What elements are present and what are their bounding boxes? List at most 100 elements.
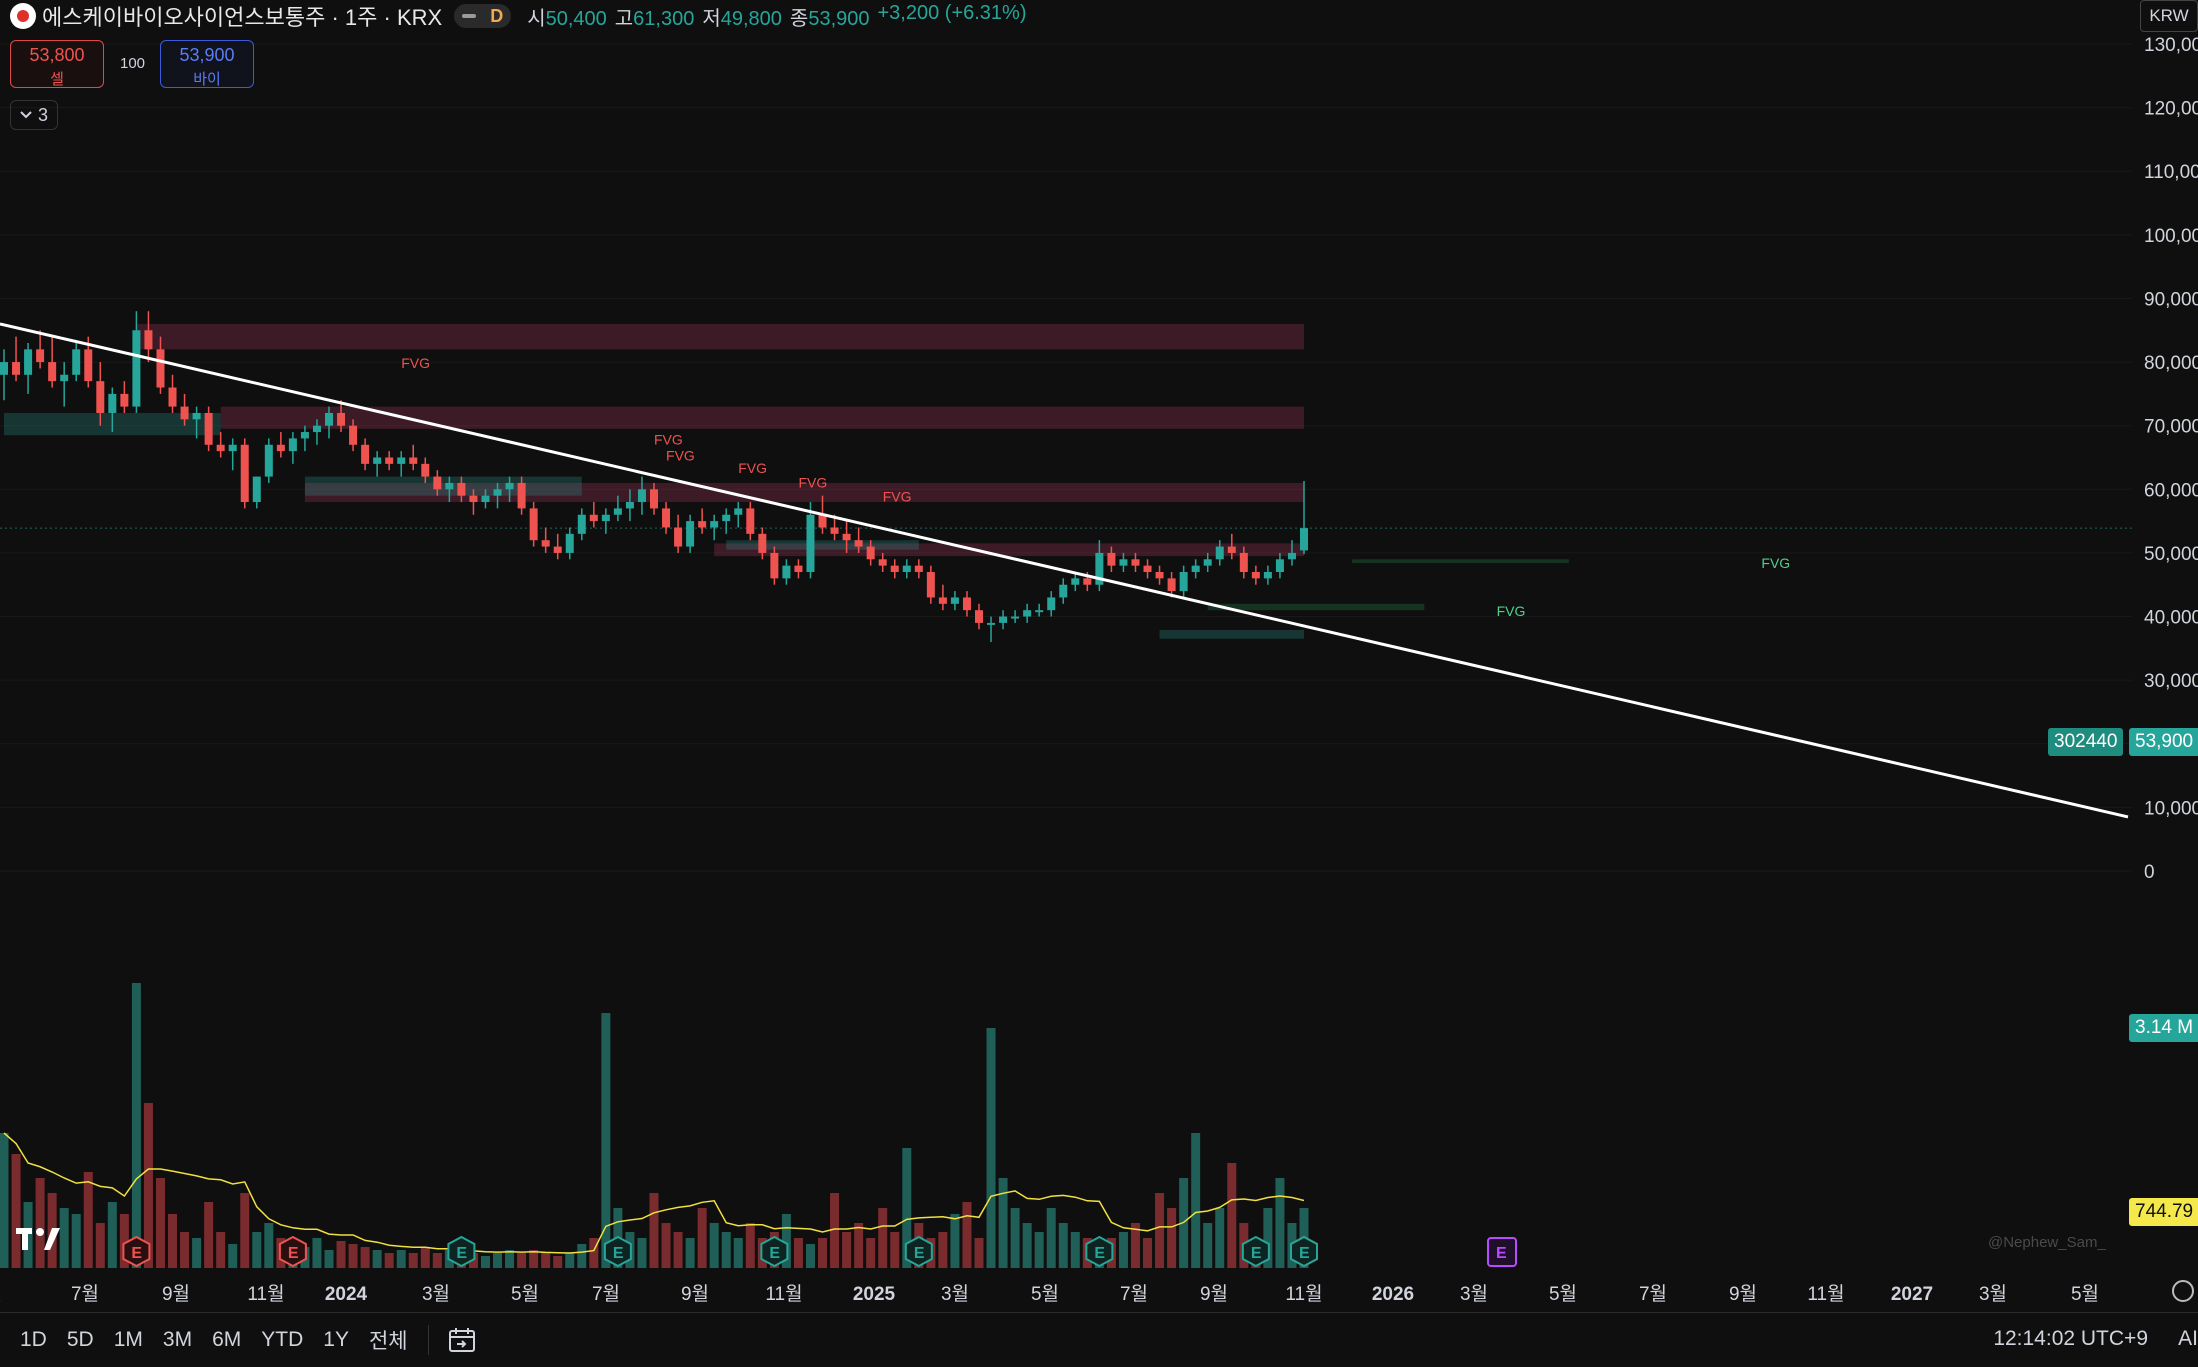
candle-body: [794, 565, 803, 573]
range-6m[interactable]: 6M: [212, 1328, 242, 1351]
volume-bar: [228, 1244, 238, 1268]
indicators-toggle[interactable]: 3: [10, 100, 58, 130]
candle-body: [1239, 552, 1248, 573]
volume-bar: [950, 1214, 960, 1268]
time-tick-label: 9월: [1729, 1283, 1757, 1305]
volume-bar: [1034, 1232, 1044, 1268]
fvg-zone: [304, 476, 582, 496]
range-3m[interactable]: 3M: [162, 1328, 193, 1351]
candle-body: [240, 444, 249, 503]
volume-bar: [986, 1028, 996, 1268]
volume-bar: [866, 1238, 876, 1268]
volume-bar: [1155, 1193, 1165, 1268]
candle-body: [252, 476, 261, 503]
candle-body: [108, 393, 117, 413]
volume-bar: [336, 1241, 346, 1268]
candle-body: [553, 546, 562, 553]
range-1m[interactable]: 1M: [113, 1328, 143, 1351]
range-5d[interactable]: 5D: [66, 1328, 94, 1351]
candle-body: [782, 565, 791, 579]
volume-bar: [1275, 1178, 1285, 1268]
candle-body: [481, 495, 490, 503]
time-tick-label: 11월: [1285, 1283, 1322, 1305]
time-tick-label: 7월: [71, 1283, 99, 1305]
volume-bar: [974, 1238, 984, 1268]
upcoming-earnings-marker: [1487, 1237, 1517, 1267]
interval-pill[interactable]: D: [454, 4, 512, 28]
candle-body: [325, 412, 333, 426]
fvg-label: FVG: [1761, 555, 1790, 571]
candle-body: [1155, 572, 1164, 579]
time-tick-label: 5월: [1549, 1283, 1577, 1305]
goto-date-calendar-icon[interactable]: [447, 1325, 477, 1355]
settings-gear-icon[interactable]: [2172, 1280, 2194, 1302]
time-tick-label: 7월: [592, 1283, 620, 1305]
fvg-label: FVG: [1497, 603, 1526, 619]
volume-bar: [0, 1133, 9, 1268]
tradingview-logo[interactable]: [14, 1224, 62, 1254]
volume-bar: [216, 1232, 226, 1268]
candle-body: [842, 533, 851, 541]
candle-body: [758, 533, 767, 553]
order-quantity[interactable]: 100: [120, 55, 146, 72]
time-tick-label: 3월: [941, 1283, 969, 1305]
volume-bar: [11, 1154, 21, 1268]
candle-body: [1107, 552, 1116, 566]
candle-body: [156, 349, 165, 388]
candle-body: [710, 521, 719, 528]
candle-body: [662, 508, 671, 528]
sell-button[interactable]: 53,800 셀: [10, 40, 104, 88]
range-1y[interactable]: 1Y: [323, 1328, 349, 1351]
currency-button[interactable]: KRW: [2140, 0, 2198, 32]
volume-bar: [1215, 1208, 1225, 1268]
candle-body: [96, 381, 105, 413]
buy-button[interactable]: 53,900 바이: [160, 40, 254, 88]
adjustment-toggle[interactable]: AI: [2178, 1327, 2198, 1350]
volume-bar: [854, 1223, 864, 1268]
candle-body: [312, 425, 321, 433]
candle-body: [1071, 578, 1080, 585]
candles: [0, 311, 1308, 642]
volume-bar: [168, 1214, 178, 1268]
price-tick-label: 80,000: [2144, 353, 2198, 374]
earnings-e-icon: E: [131, 1245, 142, 1262]
earnings-marker: [1290, 1235, 1318, 1268]
volume-bar: [541, 1253, 551, 1268]
clock-timezone[interactable]: 12:14:02 UTC+9: [1993, 1327, 2148, 1350]
volume-bar: [1227, 1163, 1237, 1268]
candle-body: [938, 597, 947, 604]
symbol-header: 에스케이바이오사이언스보통주 · 1주 · KRX D 시50,400 고61,…: [0, 0, 1027, 32]
earnings-marker: [1085, 1235, 1114, 1268]
volume-bar: [565, 1253, 575, 1268]
fvg-label: FVG: [738, 460, 767, 476]
range-ytd[interactable]: YTD: [261, 1328, 304, 1351]
time-tick-label: 11월: [247, 1283, 284, 1305]
candle-body: [1095, 552, 1104, 585]
volume-bar: [830, 1193, 840, 1268]
candle-body: [1191, 565, 1200, 573]
earnings-marker: [904, 1235, 933, 1268]
fvg-zone: [220, 406, 1305, 429]
volume-bar: [998, 1178, 1008, 1268]
price-tick-label: 60,000: [2144, 480, 2198, 501]
candle-body: [24, 349, 33, 375]
price-tick-label: 30,000: [2144, 671, 2198, 692]
volume-bar: [23, 1202, 33, 1268]
symbol-title[interactable]: 에스케이바이오사이언스보통주 · 1주 · KRX: [42, 5, 443, 30]
candle-body: [1023, 610, 1032, 617]
volume-bar: [805, 1244, 815, 1268]
volume-bar: [240, 1193, 250, 1268]
interval-badge: D: [490, 5, 504, 26]
candle-body: [1119, 559, 1128, 566]
candle-body: [228, 444, 237, 452]
earnings-marker: [760, 1235, 789, 1268]
range-all[interactable]: 전체: [368, 1330, 408, 1353]
volume-bar: [1143, 1238, 1153, 1268]
minus-icon: [462, 14, 477, 18]
range-1d[interactable]: 1D: [20, 1328, 47, 1351]
candle-body: [854, 540, 863, 547]
candle-body: [1047, 597, 1056, 611]
earnings-markers: EEEEEEEEEEE: [122, 1235, 1517, 1268]
volume-bar: [1118, 1232, 1128, 1268]
